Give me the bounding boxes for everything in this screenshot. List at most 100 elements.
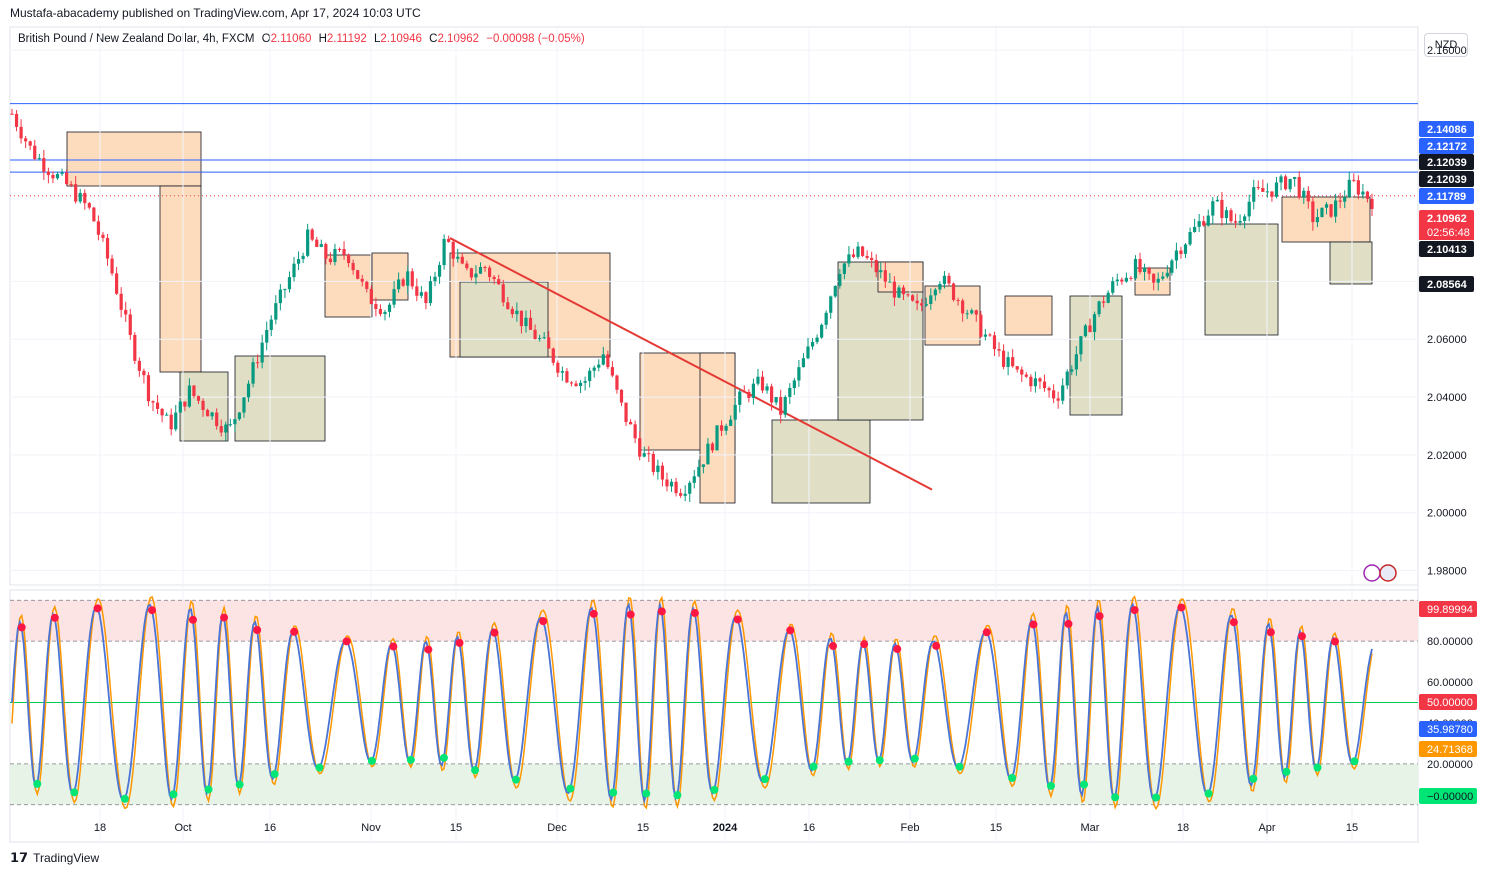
bottom-marker [566,784,575,793]
candle-body [911,295,915,301]
candle-body [847,254,851,264]
candle-body [619,389,624,403]
candle-body [351,263,355,271]
bottom-marker [609,788,618,797]
top-marker [829,642,838,651]
candle-body [296,259,301,264]
close-label: C [429,33,438,45]
candle-body [142,370,146,376]
top-marker [253,625,262,634]
candle-body [1343,197,1347,202]
top-marker [589,609,598,618]
price-tick-label: 2.02000 [1427,450,1467,462]
bottom-marker [1249,774,1258,783]
candle-body [565,371,569,383]
bottom-marker [1204,789,1213,798]
candle-body [979,314,983,337]
candle-body [251,362,255,384]
candle-body [406,271,410,286]
top-marker [188,615,197,624]
time-tick-label: 15 [1346,822,1358,834]
candle-body [1161,276,1165,279]
candle-body [1193,226,1197,233]
candle-body [365,281,369,289]
currency-button[interactable]: NZD [1424,33,1468,57]
candle-body [469,268,473,278]
price-tick-label: 1.98000 [1427,566,1467,578]
candle-body [1074,354,1078,370]
candle-body [278,289,282,304]
candle-body [1311,201,1315,223]
candle-body [606,354,610,368]
top-marker [148,606,157,615]
candle-body [892,281,897,298]
candle-body [410,271,414,287]
top-marker [733,615,742,624]
open-label: O [261,33,271,45]
candle-body [1334,200,1338,217]
demand-zone [771,419,871,504]
candle-body [906,294,910,296]
candle-body [879,270,883,273]
time-tick-label: 15 [637,822,649,834]
candle-body [492,276,496,280]
oversold-band [10,763,1418,805]
osc-value-badge [1419,788,1477,804]
candle-body [224,424,228,433]
candle-body [210,412,214,417]
candle-body [1338,200,1342,202]
candle-body [1011,357,1015,367]
top-marker [1130,606,1139,615]
candle-body [51,175,55,179]
bottom-marker [315,763,324,772]
candle-body [1092,314,1097,333]
high-label: H [318,33,327,45]
candle-body [1065,371,1069,386]
time-tick-label: 15 [990,822,1002,834]
osc-tick-label: 80.00000 [1427,636,1473,648]
price-tick-label: 2.06000 [1427,334,1467,346]
candle-body [442,238,446,266]
bottom-marker [910,754,919,763]
candle-body [283,289,287,291]
candle-body [801,358,806,368]
top-marker [1095,612,1104,621]
candle-body [688,482,692,494]
candle-body [1152,273,1156,283]
candle-body [324,244,328,259]
candle-body [87,203,91,208]
candle-body [528,317,533,330]
candle-body [287,277,292,290]
candle-body [1224,210,1229,219]
candle-body [1183,244,1188,254]
time-tick-label: Oct [174,822,191,834]
tv-logo-icon: 𝟭𝟳 [10,850,29,865]
candle-body [860,246,865,256]
candle-body [37,158,41,160]
top-marker [860,640,869,649]
candle-body [1188,232,1192,245]
candle-body [806,346,810,359]
candle-body [1115,279,1119,282]
candle-body [756,376,760,384]
candle-body [74,184,78,202]
candle-body [1215,199,1219,202]
bottom-marker [642,789,651,798]
candle-body [1097,301,1101,315]
candle-body [174,412,178,430]
time-tick-label: Dec [547,822,567,834]
candle-body [865,255,869,258]
candle-body [710,443,715,451]
candle-body [433,276,437,282]
candle-body [997,349,1001,351]
candle-body [1315,217,1320,223]
candle-body [337,248,342,250]
candle-body [219,426,223,433]
trendline [449,237,933,491]
symbol-name[interactable]: British Pound / New Zealand Dollar, 4h, … [18,33,255,45]
tradingview-logo[interactable]: 𝟭𝟳 TradingView [10,850,99,866]
candle-body [1165,272,1169,277]
candle-body [478,266,483,274]
candle-body [78,192,82,202]
